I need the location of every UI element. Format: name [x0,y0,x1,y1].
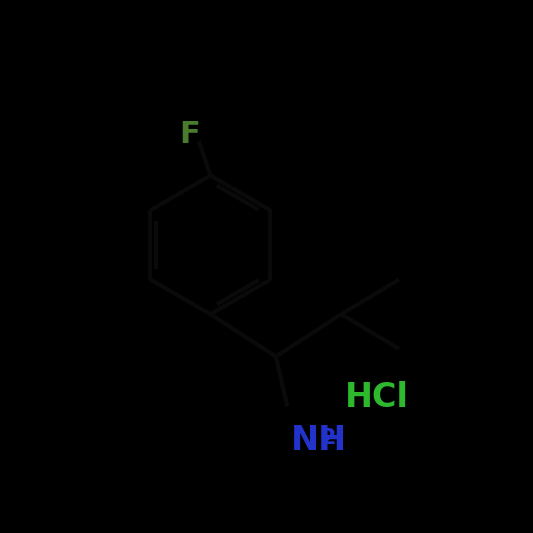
Text: NH: NH [291,424,348,457]
Text: F: F [180,120,200,149]
Text: 2: 2 [320,428,336,448]
Text: HCl: HCl [345,381,409,414]
